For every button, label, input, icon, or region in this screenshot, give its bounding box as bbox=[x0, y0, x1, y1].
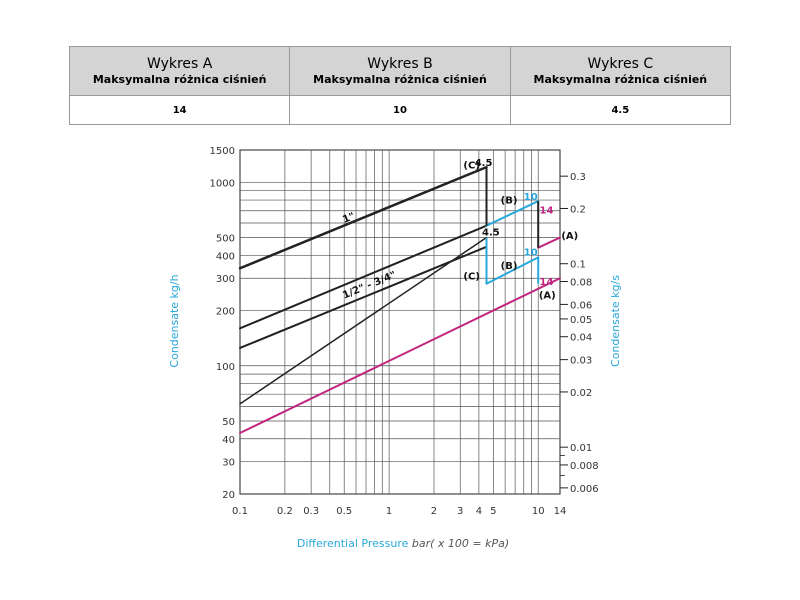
y-right-tick-label: 0.008 bbox=[570, 461, 599, 472]
chart-annotation: 10 bbox=[524, 192, 538, 203]
series-line bbox=[537, 236, 561, 249]
x-axis-title-main: Differential Pressure bbox=[297, 537, 412, 550]
header-subtitle: Maksymalna różnica ciśnień bbox=[533, 72, 708, 86]
value-wykres-b: 10 bbox=[289, 95, 511, 125]
y-right-tick-label: 0.04 bbox=[570, 333, 592, 344]
y-right-tick-label: 0.006 bbox=[570, 484, 599, 495]
x-tick-label: 10 bbox=[532, 506, 545, 517]
y-left-tick-label: 200 bbox=[216, 307, 235, 318]
series-line bbox=[239, 224, 488, 330]
y-right-tick-label: 0.06 bbox=[570, 300, 592, 311]
header-subtitle: Maksymalna różnica ciśnień bbox=[313, 72, 487, 86]
y-right-axis-title: Condensate kg/s bbox=[609, 275, 622, 367]
y-left-tick-label: 400 bbox=[216, 251, 235, 262]
x-tick-label: 4 bbox=[476, 506, 482, 517]
y-right-tick-label: 0.05 bbox=[570, 315, 592, 326]
header-subtitle: Maksymalna różnica ciśnień bbox=[92, 72, 267, 86]
chart-annotation: 14 bbox=[539, 277, 553, 288]
y-left-tick-label: 100 bbox=[216, 362, 235, 373]
x-tick-label: 0.3 bbox=[303, 506, 319, 517]
x-tick-label: 3 bbox=[457, 506, 463, 517]
chart-annotation: 4.5 bbox=[475, 158, 493, 169]
y-left-tick-label: 20 bbox=[222, 490, 235, 501]
y-left-tick-label: 30 bbox=[222, 458, 235, 469]
y-left-axis-title: Condensate kg/h bbox=[168, 274, 181, 367]
x-tick-label: 14 bbox=[554, 506, 567, 517]
y-right-tick-label: 0.3 bbox=[570, 172, 586, 183]
x-tick-label: 0.5 bbox=[336, 506, 352, 517]
x-tick-label: 0.1 bbox=[232, 506, 248, 517]
chart-annotation: (B) bbox=[501, 261, 518, 272]
series-line bbox=[238, 165, 488, 270]
chart-annotation: (C) bbox=[463, 272, 479, 283]
x-tick-label: 1 bbox=[386, 506, 392, 517]
header-title: Wykres B bbox=[367, 55, 433, 72]
x-tick-label: 5 bbox=[490, 506, 496, 517]
x-tick-label: 0.2 bbox=[277, 506, 293, 517]
series-line bbox=[485, 200, 540, 227]
y-left-tick-label: 50 bbox=[222, 417, 235, 428]
y-left-tick-label: 300 bbox=[216, 274, 235, 285]
chart-annotation: 14 bbox=[539, 206, 553, 217]
y-right-tick-label: 0.2 bbox=[570, 204, 586, 215]
chart-annotation: 4.5 bbox=[482, 227, 500, 238]
condensate-chart: 20 30 40 50 100 200 300 400 500 1000 1500 0.006 0.00… bbox=[168, 146, 622, 550]
plot-frame bbox=[239, 149, 561, 495]
series-line bbox=[485, 256, 540, 285]
series-line bbox=[239, 236, 488, 405]
table-header-row: Wykres A Maksymalna różnica ciśnień Wykr… bbox=[68, 46, 732, 96]
y-right-tick-label: 0.1 bbox=[570, 260, 586, 271]
chart-annotation: (A) bbox=[561, 231, 578, 242]
chart-annotation: 10 bbox=[524, 247, 538, 258]
y-right-tick-label: 0.08 bbox=[570, 277, 592, 288]
header-wykres-c: Wykres C Maksymalna różnica ciśnień bbox=[509, 46, 732, 96]
header-wykres-a: Wykres A Maksymalna różnica ciśnień bbox=[68, 46, 291, 96]
y-left-tick-label: 500 bbox=[216, 234, 235, 245]
x-axis-title: Differential Pressure bar( x 100 = kPa) bbox=[297, 537, 509, 550]
chart-annotation: (B) bbox=[501, 196, 518, 207]
y-right-tick-label: 0.01 bbox=[570, 443, 592, 454]
y-left-tick-label: 1000 bbox=[210, 178, 235, 189]
chart-annotation: (A) bbox=[539, 290, 556, 301]
series-line-label: 1" bbox=[341, 211, 356, 226]
y-left-tick-label: 1500 bbox=[210, 146, 235, 157]
max-pressure-table: Wykres A Maksymalna różnica ciśnień Wykr… bbox=[68, 46, 732, 125]
y-right-tick-label: 0.02 bbox=[570, 388, 592, 399]
value-wykres-a: 14 bbox=[68, 95, 291, 125]
series-line bbox=[239, 277, 561, 435]
series-line bbox=[239, 245, 488, 349]
value-wykres-c: 4.5 bbox=[509, 95, 732, 125]
x-tick-label: 2 bbox=[431, 506, 437, 517]
x-axis-title-unit: bar( x 100 = kPa) bbox=[412, 537, 509, 550]
header-wykres-b: Wykres B Maksymalna różnica ciśnień bbox=[289, 46, 511, 96]
table-value-row: 14 10 4.5 bbox=[68, 95, 732, 125]
header-title: Wykres C bbox=[587, 55, 654, 72]
y-left-tick-label: 40 bbox=[222, 435, 235, 446]
chart-annotation: (C) bbox=[463, 161, 479, 172]
header-title: Wykres A bbox=[146, 55, 213, 72]
y-right-tick-label: 0.03 bbox=[570, 356, 592, 367]
